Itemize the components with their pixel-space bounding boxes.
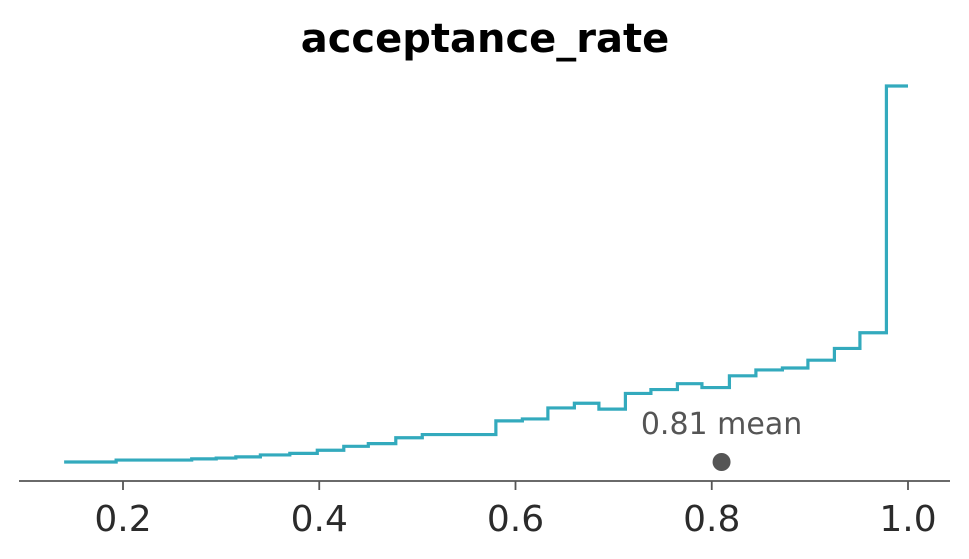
x-tick-label: 0.8	[683, 499, 740, 540]
x-tick-label: 0.4	[291, 499, 348, 540]
mean-point-marker	[712, 453, 731, 471]
x-tick-label: 0.2	[94, 499, 151, 540]
mean-annotation-label: 0.81 mean	[641, 407, 802, 442]
x-axis-ticks: 0.2 0.4 0.6 0.8 1.0	[94, 481, 937, 540]
x-tick-label: 0.6	[487, 499, 544, 540]
chart-title: acceptance_rate	[301, 16, 670, 62]
step-line-series	[64, 84, 908, 464]
x-tick-label: 1.0	[879, 499, 936, 540]
